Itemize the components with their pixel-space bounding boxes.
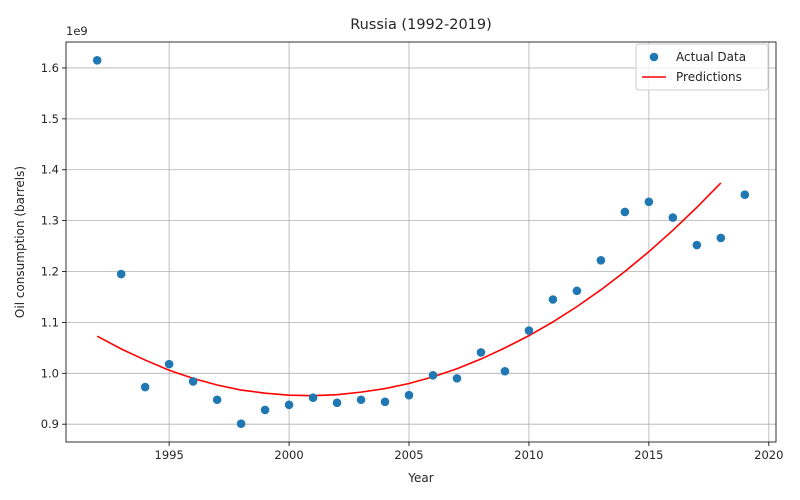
data-point [164, 359, 174, 369]
data-point [380, 397, 390, 407]
data-point [452, 374, 462, 383]
data-point [404, 390, 414, 400]
data-point [428, 371, 438, 380]
plot-frame [65, 41, 777, 443]
legend-box [635, 43, 769, 91]
data-point [92, 56, 102, 65]
data-point [524, 326, 534, 335]
x-tick-label: 2000 [274, 448, 303, 462]
data-point [572, 286, 582, 296]
y-tick-label: 1.0 [41, 366, 59, 380]
grid-layer [66, 42, 776, 442]
y-tick-label: 1.1 [41, 315, 59, 329]
legend-label-actual: Actual Data [676, 50, 746, 64]
data-point [308, 393, 318, 403]
data-point [740, 190, 750, 199]
legend-scatter-marker [649, 52, 659, 62]
data-point [212, 395, 222, 405]
ticks-layer: 1995 2000 2005 2010 2015 2020 0.9 1.0 1.1 1.2 1.3 1… [41, 61, 784, 462]
y-axis-label: Oil consumption (barrels) [13, 166, 27, 318]
data-point [716, 233, 726, 243]
x-axis-label: Year [407, 471, 433, 485]
data-point [596, 256, 606, 265]
data-point [644, 197, 654, 207]
x-tick-label: 2010 [514, 448, 543, 462]
data-point [332, 398, 342, 408]
data-point [548, 295, 558, 304]
data-point [476, 348, 486, 357]
data-point [284, 400, 294, 410]
y-axis-offset-label: 1e9 [66, 24, 88, 38]
predictions-layer [96, 182, 722, 397]
x-tick-label: 2005 [394, 448, 423, 462]
data-point [116, 269, 126, 279]
legend-label-predictions: Predictions [676, 70, 742, 84]
y-tick-label: 0.9 [41, 417, 59, 431]
x-tick-label: 2015 [634, 448, 663, 462]
data-point [620, 207, 630, 217]
y-tick-label: 1.2 [41, 265, 59, 279]
data-point [260, 405, 270, 415]
data-point [140, 382, 150, 392]
y-tick-label: 1.3 [41, 214, 59, 228]
y-tick-label: 1.4 [41, 163, 59, 177]
y-tick-label: 1.6 [41, 61, 59, 75]
chart-title: Russia (1992-2019) [350, 17, 492, 33]
data-point [356, 395, 366, 405]
data-point [236, 419, 246, 428]
data-point [188, 377, 198, 386]
data-point [500, 366, 510, 376]
data-point [692, 240, 702, 250]
x-tick-label: 1995 [155, 448, 184, 462]
predictions-line [96, 182, 722, 397]
legend: Actual Data Predictions [635, 43, 769, 91]
x-tick-label: 2020 [754, 448, 783, 462]
data-points-layer [92, 56, 750, 428]
y-tick-label: 1.5 [41, 112, 59, 126]
data-point [668, 213, 678, 222]
